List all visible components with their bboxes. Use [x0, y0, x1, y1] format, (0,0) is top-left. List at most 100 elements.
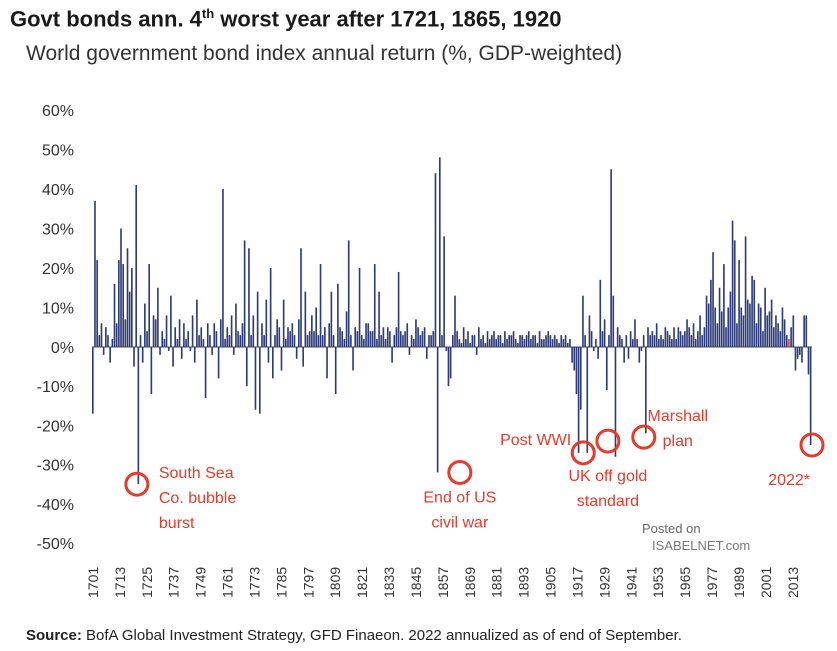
- bar-1724: [141, 347, 144, 363]
- bar-1837: [386, 327, 389, 347]
- x-tick-label: 1785: [273, 567, 289, 598]
- bar-2017: [777, 323, 779, 347]
- bar-1731: [157, 287, 159, 347]
- bar-1930: [588, 315, 591, 347]
- bar-1947: [625, 335, 628, 347]
- bar-1784: [272, 347, 274, 379]
- annotation-label: Marshall: [648, 408, 708, 425]
- bar-1787: [278, 327, 281, 347]
- bar-2031: [807, 347, 810, 375]
- bar-1959: [651, 331, 654, 347]
- bar-1720: [133, 347, 135, 367]
- bar-1857: [430, 335, 432, 347]
- bar-1797: [300, 248, 302, 347]
- bar-1825: [360, 335, 363, 347]
- bar-1712: [115, 323, 118, 347]
- bar-1830: [371, 331, 374, 347]
- bar-1814: [337, 283, 339, 347]
- y-tick-label: 30%: [42, 222, 74, 239]
- bar-1965: [664, 327, 667, 347]
- bar-1779: [261, 323, 263, 347]
- annotation-label: Post WWI: [500, 432, 571, 449]
- annotation-circle: [124, 471, 150, 497]
- bar-2023: [790, 327, 792, 347]
- bar-1941: [612, 295, 615, 347]
- bar-1713: [118, 260, 120, 347]
- bar-1955: [642, 335, 645, 347]
- bar-2029: [803, 315, 805, 347]
- bar-1992: [723, 264, 725, 347]
- bar-2012: [766, 315, 769, 347]
- bars-group: [92, 157, 812, 485]
- bar-1998: [736, 323, 738, 347]
- bar-1879: [478, 327, 480, 347]
- bar-1996: [731, 220, 734, 347]
- bar-1869: [456, 331, 458, 347]
- bar-1748: [193, 347, 196, 363]
- bar-1832: [376, 339, 378, 347]
- bar-1769: [239, 335, 242, 347]
- bar-1745: [187, 331, 190, 347]
- bar-1979: [694, 339, 697, 347]
- bar-1867: [452, 335, 454, 347]
- bar-1943: [616, 327, 619, 347]
- bar-1995: [729, 291, 732, 347]
- bar-1851: [417, 327, 419, 347]
- bar-1854: [423, 327, 426, 347]
- bar-1811: [330, 291, 333, 347]
- annotation-label: UK off gold: [568, 468, 647, 485]
- bar-1898: [519, 335, 521, 347]
- bar-1785: [274, 335, 276, 347]
- bar-1815: [339, 327, 341, 347]
- bar-1778: [258, 347, 261, 414]
- bar-1853: [421, 331, 424, 347]
- bar-1771: [243, 240, 246, 347]
- bar-1804: [315, 307, 317, 347]
- bar-1741: [178, 319, 181, 347]
- annotations-group: South Sea Co. bubble burst End of US civil w…: [124, 408, 825, 532]
- bar-1826: [363, 339, 365, 347]
- bar-1822: [354, 327, 357, 347]
- bar-1835: [382, 327, 385, 347]
- bar-1734: [163, 339, 166, 347]
- bar-1756: [211, 347, 213, 355]
- bar-1916: [558, 343, 560, 347]
- bar-1957: [647, 327, 649, 347]
- bar-1750: [198, 335, 200, 347]
- bar-1827: [365, 323, 367, 347]
- bar-1726: [146, 331, 148, 347]
- bar-1852: [419, 335, 422, 347]
- bar-1932: [592, 347, 595, 351]
- annotation-label: plan: [663, 433, 693, 450]
- bar-1820: [350, 335, 352, 347]
- x-tick-label: 1725: [139, 567, 155, 598]
- bar-1891: [504, 331, 506, 347]
- y-tick-label: -20%: [37, 418, 74, 435]
- bar-1934: [597, 347, 599, 359]
- bar-1841: [395, 327, 398, 347]
- bar-1921: [569, 339, 571, 347]
- bar-1803: [313, 331, 315, 347]
- bar-1900: [523, 339, 526, 347]
- bar-1725: [144, 303, 146, 347]
- bar-1806: [319, 264, 322, 347]
- annotation-label: Co. bubble: [159, 490, 236, 507]
- bar-1702: [94, 200, 96, 347]
- bar-1984: [705, 295, 708, 347]
- bar-1732: [159, 347, 161, 355]
- bar-1704: [98, 335, 101, 347]
- x-tick-label: 1917: [569, 567, 585, 598]
- bar-1968: [671, 339, 673, 347]
- bar-1886: [493, 331, 495, 347]
- title-rest: worst year after 1721, 1865, 1920: [214, 6, 562, 32]
- x-tick-label: 1809: [327, 567, 343, 598]
- bar-1994: [727, 307, 730, 347]
- bar-2016: [775, 315, 777, 347]
- bar-2024: [792, 315, 795, 347]
- bar-1860: [436, 347, 439, 473]
- x-tick-label: 1989: [731, 567, 747, 598]
- bar-1838: [389, 331, 391, 347]
- bar-1749: [196, 299, 198, 347]
- bar-1788: [280, 347, 283, 371]
- bar-1910: [545, 335, 547, 347]
